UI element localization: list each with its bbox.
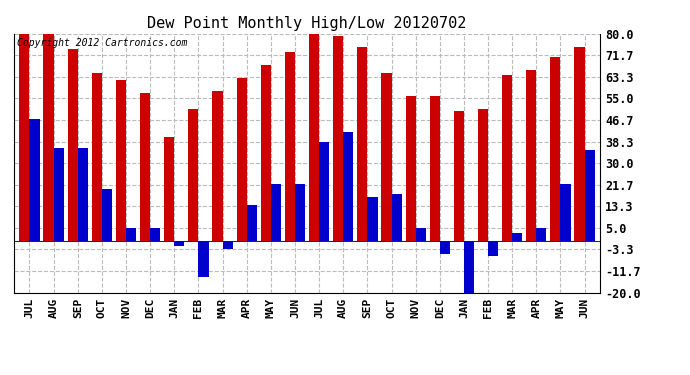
Bar: [478, 109, 488, 241]
Bar: [536, 228, 546, 241]
Bar: [415, 228, 426, 241]
Bar: [78, 148, 88, 241]
Bar: [126, 228, 136, 241]
Bar: [367, 197, 377, 241]
Bar: [391, 194, 402, 241]
Bar: [43, 34, 54, 241]
Bar: [92, 73, 102, 241]
Text: Copyright 2012 Cartronics.com: Copyright 2012 Cartronics.com: [17, 38, 187, 48]
Bar: [116, 80, 126, 241]
Bar: [68, 49, 78, 241]
Bar: [285, 52, 295, 241]
Bar: [551, 57, 560, 241]
Bar: [102, 189, 112, 241]
Bar: [54, 148, 63, 241]
Bar: [319, 142, 329, 241]
Bar: [584, 150, 595, 241]
Bar: [261, 65, 271, 241]
Bar: [30, 119, 39, 241]
Bar: [430, 96, 440, 241]
Bar: [454, 111, 464, 241]
Bar: [343, 132, 353, 241]
Bar: [502, 75, 512, 241]
Bar: [247, 204, 257, 241]
Bar: [488, 241, 498, 256]
Title: Dew Point Monthly High/Low 20120702: Dew Point Monthly High/Low 20120702: [148, 16, 466, 31]
Bar: [464, 241, 474, 292]
Bar: [140, 93, 150, 241]
Bar: [223, 241, 233, 249]
Bar: [526, 70, 536, 241]
Bar: [357, 47, 367, 241]
Bar: [237, 78, 247, 241]
Bar: [271, 184, 281, 241]
Bar: [406, 96, 415, 241]
Bar: [309, 28, 319, 241]
Bar: [333, 36, 343, 241]
Bar: [440, 241, 450, 254]
Bar: [150, 228, 160, 241]
Bar: [188, 109, 199, 241]
Bar: [175, 241, 184, 246]
Bar: [213, 91, 223, 241]
Bar: [19, 34, 30, 241]
Bar: [382, 73, 391, 241]
Bar: [199, 241, 208, 277]
Bar: [295, 184, 305, 241]
Bar: [164, 137, 175, 241]
Bar: [575, 47, 584, 241]
Bar: [512, 233, 522, 241]
Bar: [560, 184, 571, 241]
